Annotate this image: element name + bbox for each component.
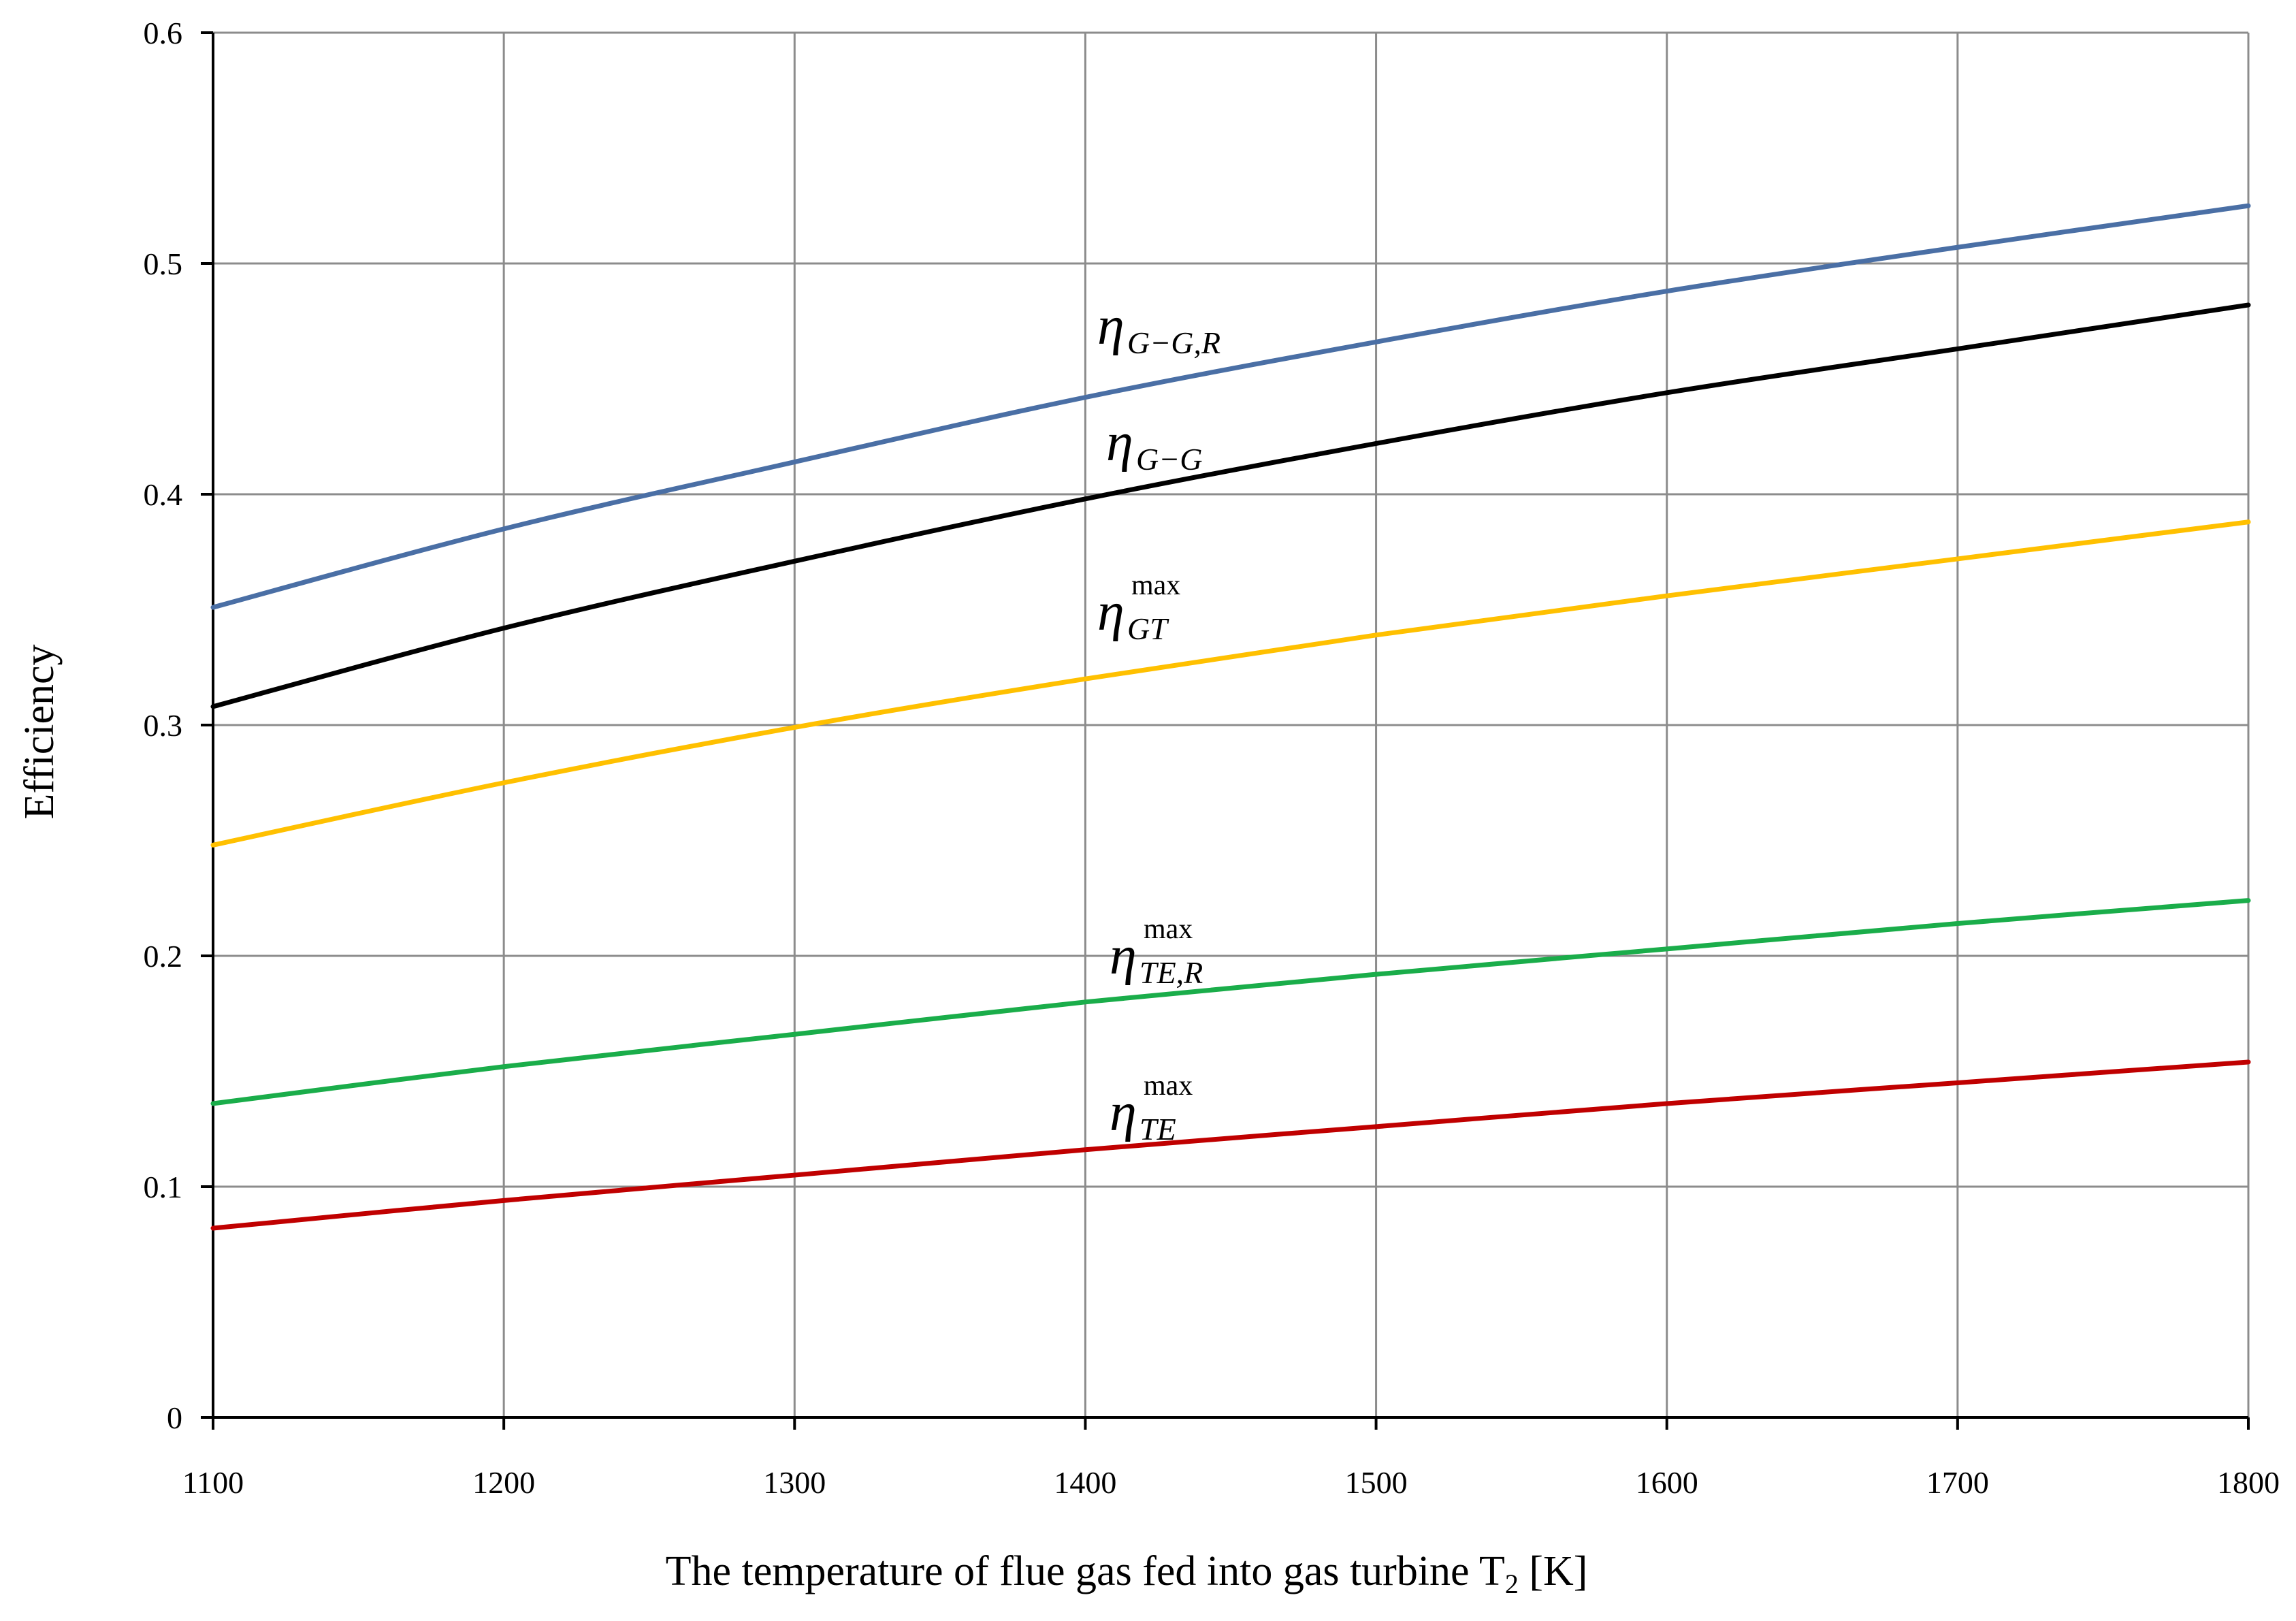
x-axis-title-unit: [K]	[1519, 1548, 1588, 1594]
x-tick-label-1400: 1400	[1054, 1465, 1116, 1500]
series-label-symbol: η	[1110, 926, 1137, 986]
y-tick-label-0.2: 0.2	[144, 939, 183, 974]
y-tick-label-0.5: 0.5	[144, 246, 183, 281]
series-label-superscript: max	[1144, 914, 1193, 945]
x-tick-label-1600: 1600	[1636, 1465, 1698, 1500]
x-axis-title-subscript: 2	[1505, 1569, 1519, 1599]
series-label-subscript: TE,R	[1139, 955, 1203, 990]
series-label-eta-gg-r: η G−G,R	[1097, 296, 1220, 360]
y-tick-label-0.3: 0.3	[144, 708, 183, 743]
y-tick-label-0.1: 0.1	[144, 1170, 183, 1204]
series-line-eta-te-r-max	[210, 898, 2251, 1106]
series-line-eta-gg-r	[210, 203, 2251, 610]
series-label-eta-te-max: η TE max	[1110, 1070, 1193, 1146]
x-tick-label-1100: 1100	[182, 1465, 244, 1500]
y-tick-label-0: 0	[167, 1400, 182, 1435]
series-label-symbol: η	[1097, 582, 1125, 642]
series-line-eta-te-max	[210, 1059, 2251, 1231]
series-line-eta-gt-max	[210, 519, 2251, 848]
series-lines	[210, 203, 2251, 1231]
y-axis-title: Efficiency	[16, 644, 63, 819]
x-tick-label-1300: 1300	[763, 1465, 826, 1500]
y-tick-label-0.4: 0.4	[144, 477, 183, 512]
series-label-subscript: GT	[1127, 611, 1169, 646]
x-tick-label-1800: 1800	[2217, 1465, 2280, 1500]
series-label-symbol: η	[1106, 413, 1133, 472]
series-label-superscript: max	[1131, 570, 1180, 601]
x-tick-label-1200: 1200	[472, 1465, 535, 1500]
series-label-superscript: max	[1144, 1070, 1193, 1102]
y-tick-label-0.6: 0.6	[144, 16, 183, 50]
series-label-eta-gg: η G−G	[1106, 413, 1202, 477]
series-label-symbol: η	[1110, 1082, 1137, 1142]
x-tick-label-1700: 1700	[1926, 1465, 1989, 1500]
tick-labels: 1100 1200 1300 1400 1500 1600 1700 1800 0 0.1 0.2 0…	[144, 16, 2280, 1500]
grid	[213, 31, 2250, 1417]
series-label-eta-gt-max: η GT max	[1097, 570, 1180, 646]
x-tick-label-1500: 1500	[1345, 1465, 1408, 1500]
series-label-subscript: TE	[1139, 1112, 1176, 1146]
x-axis-title: The temperature of flue gas fed into gas…	[666, 1548, 1588, 1599]
axes	[201, 31, 2250, 1430]
x-axis-title-main: The temperature of flue gas fed into gas…	[666, 1548, 1505, 1594]
series-label-symbol: η	[1097, 296, 1125, 356]
series-label-subscript: G−G	[1136, 442, 1202, 477]
series-line-eta-gg	[210, 302, 2251, 709]
series-label-subscript: G−G,R	[1127, 325, 1220, 360]
series-label-eta-te-r-max: η TE,R max	[1110, 914, 1203, 990]
